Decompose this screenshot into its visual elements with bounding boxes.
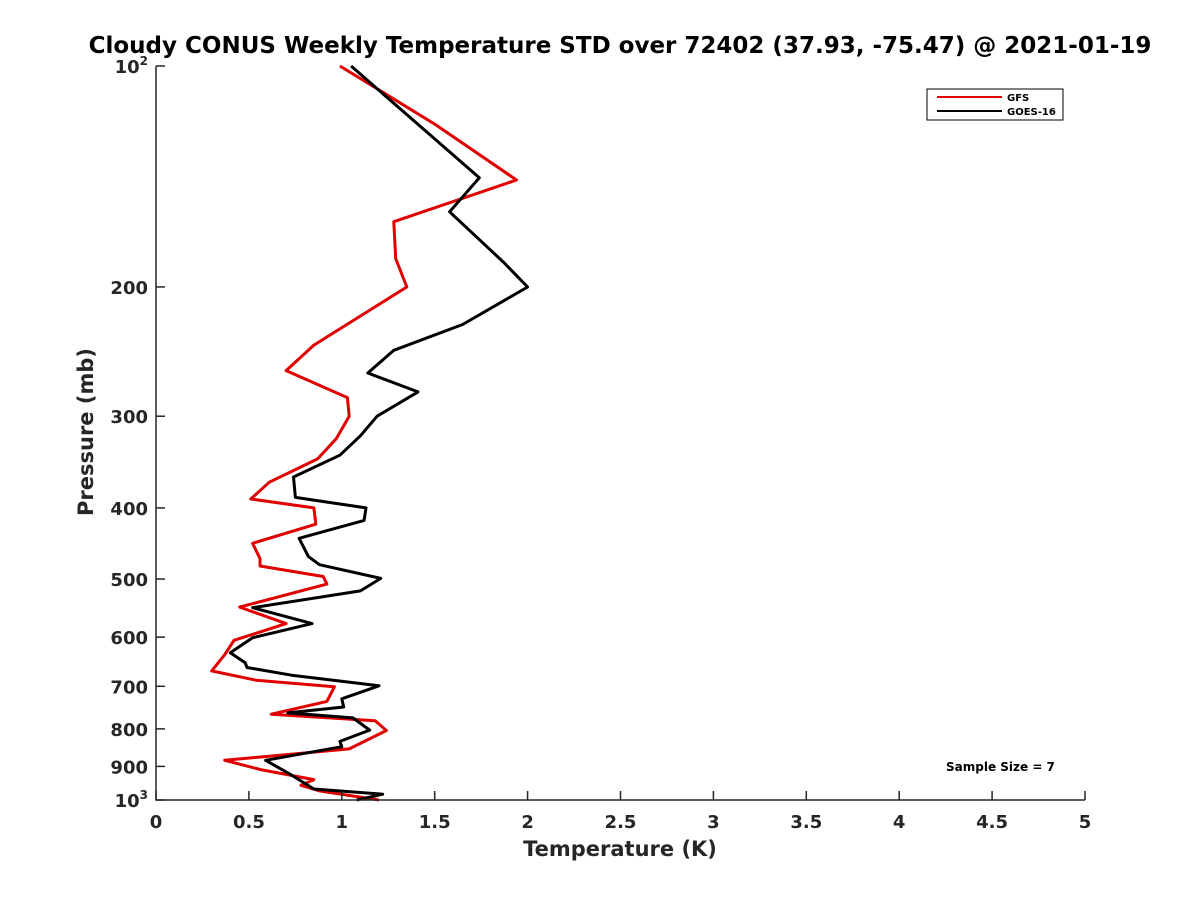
x-tick-label: 1.5: [419, 812, 451, 833]
y-axis-label: Pressure (mb): [74, 348, 98, 516]
series-line-gfs: [210, 64, 518, 802]
x-tick-label: 0: [150, 812, 163, 833]
y-tick-label: 700: [110, 677, 148, 698]
plot-area: 0 0.5 1 1.5 2 2.5 3 3.5 4 4.5 5 102 200 300 400 500 600…: [110, 54, 1091, 833]
y-tick-label: 500: [110, 570, 148, 591]
legend-label-goes16: GOES-16: [1007, 107, 1056, 118]
x-tick-label: 1: [336, 812, 349, 833]
sample-size-annotation: Sample Size = 7: [946, 760, 1055, 774]
legend: GFS GOES-16: [926, 88, 1064, 121]
legend-box: [926, 88, 1064, 121]
x-tick-label: 5: [1079, 812, 1092, 833]
x-tick-label: 2: [521, 812, 534, 833]
y-tick-label: 102: [115, 54, 148, 78]
y-tick-label: 800: [110, 720, 148, 741]
x-axis-label: Temperature (K): [523, 837, 717, 861]
series-line-goes16: [228, 64, 530, 802]
y-tick-label: 900: [110, 757, 148, 778]
y-axis-ticks: 102 200 300 400 500 600 700 800 900 103: [110, 54, 165, 812]
x-axis-ticks: 0 0.5 1 1.5 2 2.5 3 3.5 4 4.5 5: [150, 791, 1092, 833]
y-tick-label: 600: [110, 628, 148, 649]
y-tick-label: 300: [110, 407, 148, 428]
y-tick-label: 103: [115, 788, 148, 812]
y-tick-label: 200: [110, 278, 148, 299]
plot-axes: [155, 66, 1085, 801]
y-tick-label: 400: [110, 499, 148, 520]
x-tick-label: 4.5: [976, 812, 1008, 833]
x-tick-label: 3: [707, 812, 720, 833]
series-lines: [210, 64, 530, 802]
chart-title: Cloudy CONUS Weekly Temperature STD over…: [89, 33, 1152, 59]
x-tick-label: 3.5: [790, 812, 822, 833]
x-tick-label: 2.5: [605, 812, 637, 833]
x-tick-label: 0.5: [233, 812, 265, 833]
x-tick-label: 4: [893, 812, 906, 833]
legend-label-gfs: GFS: [1007, 93, 1029, 104]
